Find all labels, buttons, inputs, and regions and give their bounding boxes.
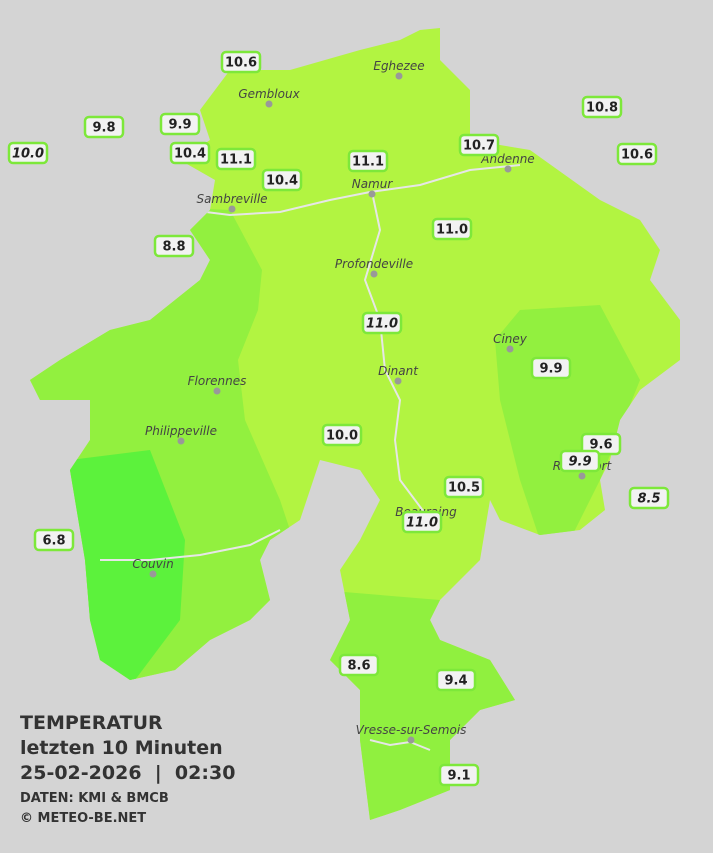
town-label: Eghezee — [373, 59, 424, 73]
station-box — [159, 112, 201, 136]
station-value: 9.1 — [447, 769, 470, 784]
station-box — [581, 95, 623, 119]
town-label: Florennes — [188, 374, 247, 388]
station-box — [435, 668, 477, 692]
station-box — [628, 486, 670, 510]
town-label: Sambreville — [196, 192, 267, 206]
station-value: 9.9 — [168, 118, 191, 133]
station-value: 8.5 — [637, 492, 660, 507]
town-dot — [504, 165, 512, 173]
station-value: 10.6 — [621, 148, 653, 163]
station-value: 10.7 — [463, 139, 495, 154]
station-box — [431, 217, 473, 241]
timestamp: 25-02-2026 | 02:30 — [20, 762, 236, 784]
town-label: Vresse-sur-Semois — [356, 723, 467, 737]
station-value: 10.5 — [448, 481, 480, 496]
station-box — [153, 234, 195, 258]
station-box — [347, 149, 389, 173]
town-dot — [149, 570, 157, 578]
station-box — [443, 475, 485, 499]
town-label: Gembloux — [238, 87, 300, 101]
station-value: 11.1 — [352, 155, 384, 170]
town-label: Dinant — [378, 364, 419, 378]
station-value: 9.9 — [539, 362, 562, 377]
station-box — [321, 423, 363, 447]
town-dot — [370, 270, 378, 278]
title: TEMPERATUR — [20, 712, 163, 734]
town-dot — [506, 345, 514, 353]
town-dot — [578, 472, 586, 480]
station-value: 10.8 — [586, 101, 618, 116]
station-box — [616, 142, 658, 166]
town-label: Profondeville — [335, 257, 413, 271]
town-label: Couvin — [132, 557, 173, 571]
station-value: 11.0 — [406, 516, 438, 531]
station-box — [530, 356, 572, 380]
station-value: 9.9 — [568, 455, 591, 470]
station-value: 9.4 — [444, 674, 467, 689]
station-box — [33, 528, 75, 552]
source: DATEN: KMI & BMCB — [20, 791, 169, 806]
station-value: 10.4 — [266, 174, 298, 189]
station-value: 8.6 — [347, 659, 370, 674]
station-box — [169, 141, 211, 165]
station-value: 9.6 — [589, 438, 612, 453]
subtitle: letzten 10 Minuten — [20, 737, 223, 759]
station-value: 10.6 — [225, 56, 257, 71]
station-box — [215, 147, 257, 171]
station-box — [438, 763, 480, 787]
station-value: 11.0 — [366, 317, 398, 332]
station-value: 8.8 — [162, 240, 185, 255]
station-box — [220, 50, 262, 74]
station-box — [261, 168, 303, 192]
station-value: 11.0 — [436, 223, 468, 238]
station-value: 6.8 — [42, 534, 65, 549]
town-label: Ciney — [493, 332, 528, 346]
station-value: 11.1 — [220, 153, 252, 168]
town-dot — [394, 377, 402, 385]
station-box — [338, 653, 380, 677]
town-dot — [368, 190, 376, 198]
station-value: 10.0 — [326, 429, 358, 444]
station-box — [580, 432, 622, 456]
copyright: © METEO-BE.NET — [20, 811, 147, 826]
town-dot — [228, 205, 236, 213]
station-value: 9.8 — [92, 121, 115, 136]
town-label: Philippeville — [145, 424, 217, 438]
station-box — [458, 133, 500, 157]
station-box — [401, 510, 443, 534]
station-box — [7, 141, 49, 165]
station-box — [559, 449, 601, 473]
station-box — [361, 311, 403, 335]
town-label: Namur — [352, 177, 394, 191]
station-value: 10.0 — [12, 147, 44, 162]
town-dot — [177, 437, 185, 445]
station-box — [83, 115, 125, 139]
town-dot — [407, 736, 415, 744]
station-value: 10.4 — [174, 147, 206, 162]
town-dot — [265, 100, 273, 108]
town-dot — [395, 72, 403, 80]
town-dot — [213, 387, 221, 395]
